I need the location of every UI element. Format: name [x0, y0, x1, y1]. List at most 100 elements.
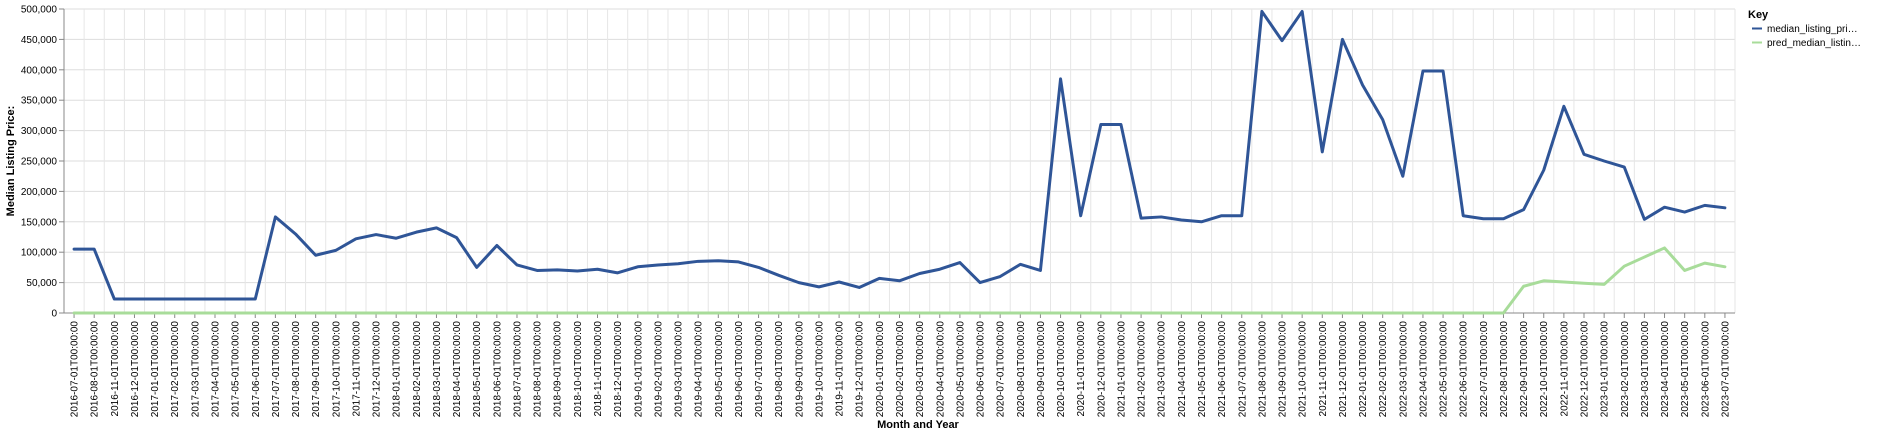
x-tick-label: 2022-05-01T00:00:00 — [1439, 321, 1450, 418]
gridlines — [63, 8, 1736, 314]
x-tick-label: 2018-12-01T00:00:00 — [613, 321, 624, 418]
x-tick-label: 2020-04-01T00:00:00 — [935, 321, 946, 418]
x-tick-label: 2018-02-01T00:00:00 — [412, 321, 423, 418]
x-tick-label: 2018-06-01T00:00:00 — [492, 321, 503, 418]
x-tick-label: 2020-12-01T00:00:00 — [1096, 321, 1107, 418]
x-tick-label: 2018-08-01T00:00:00 — [533, 321, 544, 418]
x-tick-label: 2022-03-01T00:00:00 — [1398, 321, 1409, 418]
y-tick-label: 50,000 — [26, 278, 57, 289]
x-tick-label: 2022-08-01T00:00:00 — [1499, 321, 1510, 418]
y-tick-label: 300,000 — [21, 126, 58, 137]
x-tick-label: 2021-09-01T00:00:00 — [1278, 321, 1289, 418]
x-tick-label: 2021-07-01T00:00:00 — [1237, 321, 1248, 418]
x-tick-label: 2023-01-01T00:00:00 — [1600, 321, 1611, 418]
x-tick-label: 2019-01-01T00:00:00 — [633, 321, 644, 418]
y-tick-label: 400,000 — [21, 65, 58, 76]
x-axis-title: Month and Year — [877, 419, 959, 431]
x-tick-label: 2021-12-01T00:00:00 — [1338, 321, 1349, 418]
x-tick-label: 2021-05-01T00:00:00 — [1197, 321, 1208, 418]
x-tick-label: 2017-05-01T00:00:00 — [231, 321, 242, 418]
legend: Key median_listing_pri… pred_median_listi… — [1748, 9, 1861, 49]
x-tick-label: 2020-01-01T00:00:00 — [875, 321, 886, 418]
x-tick-label: 2017-11-01T00:00:00 — [351, 321, 362, 417]
x-tick-label: 2021-10-01T00:00:00 — [1298, 321, 1309, 418]
legend-label: pred_median_listin… — [1767, 38, 1861, 49]
x-tick-label: 2019-02-01T00:00:00 — [653, 321, 664, 418]
y-tick-label: 350,000 — [21, 96, 58, 107]
x-tick-label: 2016-08-01T00:00:00 — [90, 321, 101, 418]
x-tick-label: 2022-11-01T00:00:00 — [1559, 321, 1570, 417]
x-tick-label: 2017-03-01T00:00:00 — [190, 321, 201, 418]
y-axis-title: Median Listing Price: — [5, 106, 17, 217]
x-tick-label: 2018-11-01T00:00:00 — [593, 321, 604, 417]
x-tick-label: 2017-12-01T00:00:00 — [372, 321, 383, 418]
x-tick-label: 2020-07-01T00:00:00 — [996, 321, 1007, 418]
x-tick-label: 2022-01-01T00:00:00 — [1358, 321, 1369, 418]
x-tick-label: 2018-07-01T00:00:00 — [512, 321, 523, 418]
y-axis: 0 50,000 100,000 150,000 200,000 250,000 300,0… — [21, 5, 65, 320]
y-tick-label: 500,000 — [21, 5, 58, 16]
y-tick-label: 0 — [51, 309, 57, 320]
series-line-median-listing-pri — [72, 9, 1727, 301]
y-tick-label: 200,000 — [21, 187, 58, 198]
x-tick-label: 2019-03-01T00:00:00 — [674, 321, 685, 418]
x-tick-label: 2019-11-01T00:00:00 — [835, 321, 846, 417]
y-tick-label: 450,000 — [21, 35, 58, 46]
x-tick-label: 2017-06-01T00:00:00 — [251, 321, 262, 418]
y-tick-label: 150,000 — [21, 217, 58, 228]
x-tick-label: 2019-05-01T00:00:00 — [714, 321, 725, 418]
x-tick-label: 2022-09-01T00:00:00 — [1519, 321, 1530, 418]
series-line-pred-median-listin — [72, 246, 1727, 315]
x-tick-label: 2016-12-01T00:00:00 — [130, 321, 141, 418]
x-tick-label: 2022-02-01T00:00:00 — [1378, 321, 1389, 418]
x-tick-label: 2023-03-01T00:00:00 — [1640, 321, 1651, 418]
x-tick-label: 2018-05-01T00:00:00 — [472, 321, 483, 418]
x-tick-label: 2022-04-01T00:00:00 — [1418, 321, 1429, 418]
x-tick-label: 2019-06-01T00:00:00 — [734, 321, 745, 418]
x-tick-label: 2020-10-01T00:00:00 — [1056, 321, 1067, 418]
x-tick-label: 2020-02-01T00:00:00 — [895, 321, 906, 418]
x-tick-label: 2017-09-01T00:00:00 — [311, 321, 322, 418]
x-tick-label: 2017-04-01T00:00:00 — [210, 321, 221, 418]
series-lines — [72, 9, 1727, 315]
x-tick-label: 2023-07-01T00:00:00 — [1720, 321, 1731, 418]
x-tick-label: 2022-12-01T00:00:00 — [1580, 321, 1591, 418]
x-tick-label: 2018-09-01T00:00:00 — [553, 321, 564, 418]
x-tick-label: 2017-01-01T00:00:00 — [150, 321, 161, 418]
x-tick-label: 2021-01-01T00:00:00 — [1116, 321, 1127, 418]
x-tick-label: 2021-08-01T00:00:00 — [1257, 321, 1268, 418]
x-tick-label: 2019-09-01T00:00:00 — [794, 321, 805, 418]
x-tick-label: 2018-10-01T00:00:00 — [573, 321, 584, 418]
legend-items: median_listing_pri… pred_median_listin… — [1752, 24, 1861, 49]
x-tick-label: 2023-02-01T00:00:00 — [1620, 321, 1631, 418]
y-tick-label: 100,000 — [21, 248, 58, 259]
x-tick-label: 2021-03-01T00:00:00 — [1157, 321, 1168, 418]
x-tick-label: 2023-04-01T00:00:00 — [1660, 321, 1671, 418]
x-tick-label: 2020-06-01T00:00:00 — [976, 321, 987, 418]
x-tick-label: 2019-04-01T00:00:00 — [694, 321, 705, 418]
x-tick-label: 2020-09-01T00:00:00 — [1036, 321, 1047, 418]
x-tick-label: 2017-07-01T00:00:00 — [271, 321, 282, 418]
x-tick-label: 2019-10-01T00:00:00 — [814, 321, 825, 418]
x-tick-label: 2018-01-01T00:00:00 — [392, 321, 403, 418]
x-tick-label: 2017-10-01T00:00:00 — [331, 321, 342, 418]
legend-label: median_listing_pri… — [1767, 24, 1858, 35]
x-tick-label: 2017-02-01T00:00:00 — [170, 321, 181, 418]
x-tick-label: 2020-08-01T00:00:00 — [1016, 321, 1027, 418]
x-tick-label: 2019-08-01T00:00:00 — [774, 321, 785, 418]
x-tick-label: 2021-06-01T00:00:00 — [1217, 321, 1228, 418]
x-tick-label: 2016-07-01T00:00:00 — [70, 321, 81, 418]
x-tick-label: 2022-07-01T00:00:00 — [1479, 321, 1490, 418]
x-tick-label: 2017-08-01T00:00:00 — [291, 321, 302, 418]
x-tick-label: 2018-03-01T00:00:00 — [432, 321, 443, 418]
x-axis: 2016-07-01T00:00:00 2016-08-01T00:00:00 20… — [64, 312, 1735, 418]
x-tick-label: 2020-05-01T00:00:00 — [955, 321, 966, 418]
x-tick-label: 2023-05-01T00:00:00 — [1680, 321, 1691, 418]
x-tick-label: 2018-04-01T00:00:00 — [452, 321, 463, 418]
x-tick-label: 2021-11-01T00:00:00 — [1318, 321, 1329, 417]
x-tick-label: 2020-03-01T00:00:00 — [915, 321, 926, 418]
x-tick-label: 2019-12-01T00:00:00 — [855, 321, 866, 418]
legend-title: Key — [1748, 9, 1769, 21]
